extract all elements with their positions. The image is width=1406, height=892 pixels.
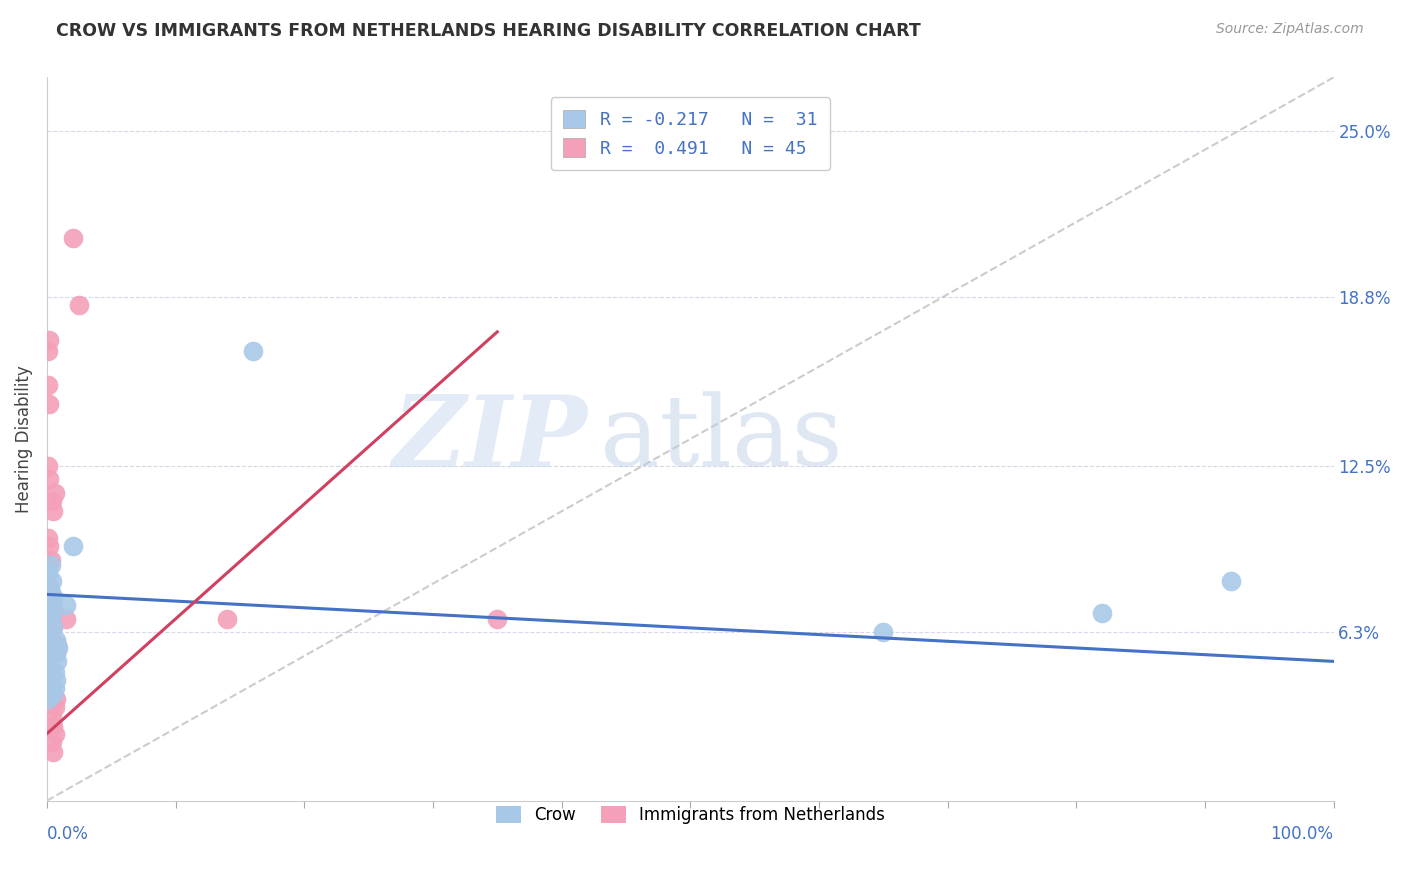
Point	[37, 531, 59, 545]
Point	[486, 611, 509, 625]
Text: CROW VS IMMIGRANTS FROM NETHERLANDS HEARING DISABILITY CORRELATION CHART: CROW VS IMMIGRANTS FROM NETHERLANDS HEAR…	[56, 22, 921, 40]
Point	[37, 691, 59, 706]
Point	[62, 231, 84, 245]
Point	[39, 558, 62, 572]
Point	[38, 632, 60, 647]
Point	[39, 598, 62, 612]
Point	[42, 719, 65, 733]
Text: atlas: atlas	[600, 392, 842, 487]
Point	[38, 539, 60, 553]
Point	[39, 619, 62, 633]
Point	[41, 638, 63, 652]
Point	[41, 493, 63, 508]
Point	[42, 619, 65, 633]
Point	[55, 598, 77, 612]
Point	[39, 691, 62, 706]
Point	[37, 592, 59, 607]
Legend: Crow, Immigrants from Netherlands: Crow, Immigrants from Netherlands	[488, 797, 893, 832]
Point	[39, 552, 62, 566]
Point	[37, 665, 59, 679]
Point	[38, 681, 60, 695]
Point	[38, 333, 60, 347]
Point	[1091, 606, 1114, 620]
Point	[38, 397, 60, 411]
Point	[37, 343, 59, 358]
Point	[38, 659, 60, 673]
Y-axis label: Hearing Disability: Hearing Disability	[15, 365, 32, 513]
Point	[41, 606, 63, 620]
Point	[42, 619, 65, 633]
Point	[41, 606, 63, 620]
Point	[42, 504, 65, 518]
Point	[44, 485, 66, 500]
Point	[45, 673, 67, 687]
Point	[44, 665, 66, 679]
Text: 0.0%: 0.0%	[46, 824, 89, 843]
Point	[41, 670, 63, 684]
Point	[44, 646, 66, 660]
Point	[37, 566, 59, 580]
Point	[41, 611, 63, 625]
Point	[1219, 574, 1241, 588]
Point	[48, 640, 70, 655]
Point	[42, 746, 65, 760]
Point	[242, 343, 264, 358]
Point	[38, 624, 60, 639]
Point	[44, 699, 66, 714]
Point	[39, 592, 62, 607]
Point	[38, 600, 60, 615]
Point	[39, 673, 62, 687]
Point	[45, 646, 67, 660]
Point	[37, 378, 59, 392]
Point	[38, 659, 60, 673]
Point	[44, 681, 66, 695]
Point	[46, 638, 69, 652]
Point	[872, 624, 894, 639]
Point	[45, 632, 67, 647]
Text: Source: ZipAtlas.com: Source: ZipAtlas.com	[1216, 22, 1364, 37]
Point	[39, 686, 62, 700]
Text: 100.0%: 100.0%	[1271, 824, 1333, 843]
Point	[42, 686, 65, 700]
Point	[37, 458, 59, 473]
Point	[46, 654, 69, 668]
Point	[38, 472, 60, 486]
Point	[39, 611, 62, 625]
Point	[41, 735, 63, 749]
Point	[45, 691, 67, 706]
Point	[38, 627, 60, 641]
Point	[38, 579, 60, 593]
Point	[41, 681, 63, 695]
Point	[41, 574, 63, 588]
Point	[37, 584, 59, 599]
Point	[37, 654, 59, 668]
Point	[55, 611, 77, 625]
Point	[39, 719, 62, 733]
Point	[41, 708, 63, 723]
Point	[42, 600, 65, 615]
Point	[37, 627, 59, 641]
Point	[62, 539, 84, 553]
Point	[67, 298, 90, 312]
Text: ZIP: ZIP	[392, 391, 588, 487]
Point	[215, 611, 238, 625]
Point	[39, 584, 62, 599]
Point	[44, 727, 66, 741]
Point	[42, 590, 65, 604]
